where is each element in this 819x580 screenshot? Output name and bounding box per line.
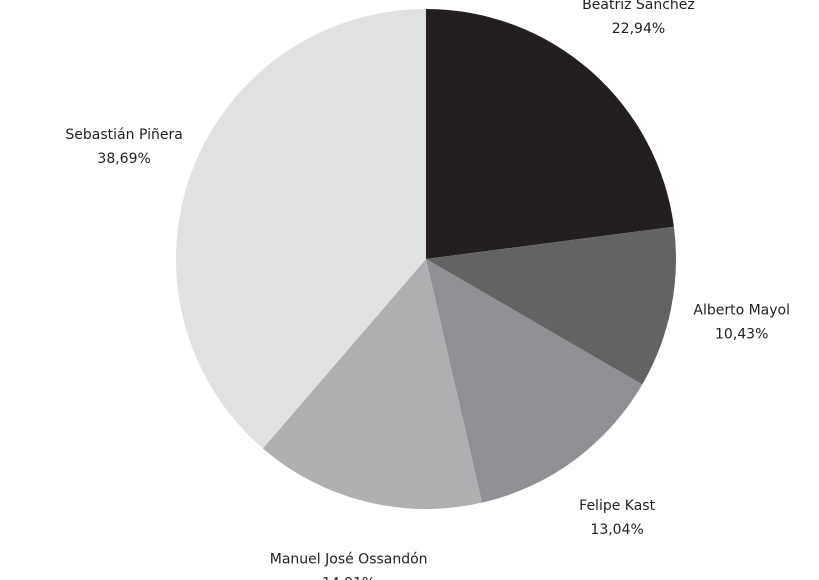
slice-label: Felipe Kast [579, 498, 655, 514]
pie-slice [426, 259, 643, 503]
slice-value-label: 10,43% [715, 326, 768, 342]
pie-slice [262, 259, 482, 510]
slice-label: Sebastián Piñera [65, 127, 182, 143]
slice-label: Alberto Mayol [693, 302, 790, 318]
pie-slice [426, 226, 676, 385]
slice-value-label: 38,69% [97, 151, 150, 167]
pie-slice [426, 9, 674, 259]
slice-label: Manuel José Ossandón [270, 552, 428, 568]
slice-value-label: 13,04% [590, 522, 643, 538]
slice-value-label: 22,94% [612, 21, 665, 37]
pie-slice [176, 9, 426, 449]
slice-value-label: 14,91% [322, 576, 375, 580]
slice-label: Beatriz Sánchez [582, 0, 695, 13]
